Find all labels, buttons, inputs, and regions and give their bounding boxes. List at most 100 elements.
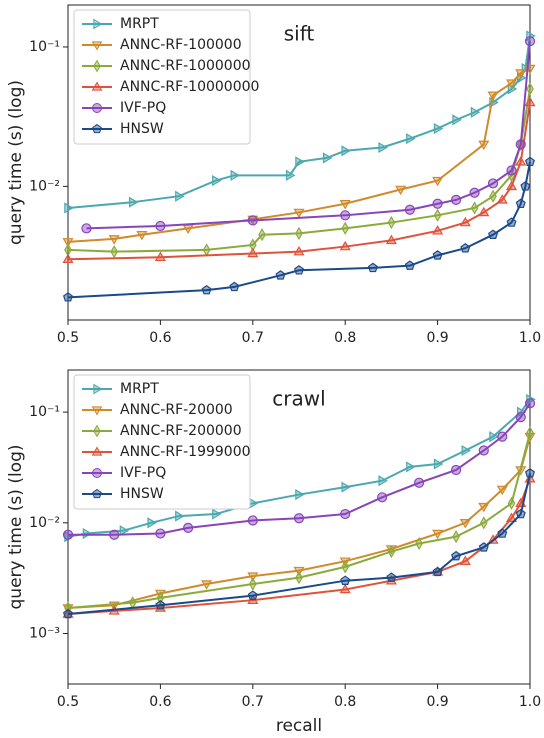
x-tick-label: 1.0 bbox=[519, 694, 541, 710]
data-point bbox=[286, 169, 296, 181]
series bbox=[62, 64, 536, 248]
data-point bbox=[295, 489, 305, 501]
data-point bbox=[154, 251, 166, 262]
data-point bbox=[294, 265, 304, 275]
data-point bbox=[505, 512, 518, 522]
x-tick-label: 0.6 bbox=[149, 330, 171, 346]
x-tick-label: 0.6 bbox=[149, 694, 171, 710]
data-point bbox=[183, 522, 194, 533]
y-tick-label: 10⁻¹ bbox=[29, 404, 60, 420]
legend-box bbox=[73, 9, 251, 145]
data-point bbox=[432, 176, 444, 187]
x-tick-label: 0.5 bbox=[57, 694, 79, 710]
data-point bbox=[526, 82, 534, 96]
legend-label: ANNC-RF-200000 bbox=[120, 423, 242, 439]
data-point bbox=[479, 516, 488, 530]
data-point bbox=[478, 445, 489, 456]
data-point bbox=[526, 30, 536, 42]
series-line bbox=[67, 35, 531, 209]
data-point bbox=[322, 152, 333, 164]
data-point bbox=[489, 189, 497, 203]
data-point bbox=[488, 229, 499, 239]
data-point bbox=[459, 519, 471, 529]
legend-marker bbox=[91, 81, 103, 91]
data-point bbox=[108, 235, 120, 245]
data-point bbox=[451, 550, 462, 561]
data-point bbox=[478, 502, 490, 513]
data-point bbox=[295, 156, 305, 168]
legend-box bbox=[73, 374, 251, 510]
data-point bbox=[487, 91, 499, 101]
data-point bbox=[478, 542, 489, 552]
data-point bbox=[496, 485, 508, 496]
legend-marker bbox=[93, 18, 103, 30]
data-point bbox=[212, 508, 222, 520]
series bbox=[64, 426, 534, 615]
series bbox=[62, 432, 536, 614]
legend-marker bbox=[92, 488, 102, 499]
data-point bbox=[497, 528, 508, 538]
series bbox=[63, 156, 535, 302]
legend-label: MRPT bbox=[120, 16, 159, 32]
data-point bbox=[341, 221, 350, 235]
data-point bbox=[64, 202, 74, 214]
data-point bbox=[247, 515, 258, 526]
data-point bbox=[341, 481, 351, 493]
data-point bbox=[341, 560, 350, 574]
data-point bbox=[147, 517, 157, 529]
data-point bbox=[201, 284, 212, 295]
x-tick-label: 0.7 bbox=[242, 330, 264, 346]
data-point bbox=[406, 461, 416, 473]
data-point bbox=[524, 36, 536, 47]
series-line bbox=[67, 88, 531, 253]
data-point bbox=[406, 133, 416, 145]
data-point bbox=[515, 198, 526, 209]
data-point bbox=[478, 206, 490, 217]
data-point bbox=[452, 114, 462, 126]
data-point bbox=[470, 106, 481, 118]
data-point bbox=[414, 477, 425, 488]
legend-marker bbox=[92, 123, 102, 134]
data-point bbox=[520, 181, 531, 191]
data-point bbox=[119, 525, 130, 537]
data-point bbox=[247, 572, 259, 582]
data-point bbox=[433, 122, 444, 135]
legend-marker bbox=[91, 468, 103, 478]
data-point bbox=[155, 528, 166, 539]
series bbox=[63, 468, 535, 619]
y-axis-label: query time (s) (log) bbox=[6, 80, 26, 245]
series-line bbox=[67, 398, 531, 538]
data-point bbox=[62, 253, 74, 264]
data-point bbox=[525, 468, 535, 478]
series bbox=[81, 36, 536, 234]
data-point bbox=[378, 475, 388, 487]
y-tick-label: 10⁻³ bbox=[29, 626, 60, 642]
x-tick-label: 0.9 bbox=[426, 330, 448, 346]
legend: MRPT ANNC-RF-100000 ANNC-RF-1000000 ANNC-RF… bbox=[73, 9, 259, 145]
data-point bbox=[63, 292, 73, 302]
legend-marker bbox=[93, 424, 101, 438]
series bbox=[64, 30, 536, 214]
data-point bbox=[128, 196, 139, 208]
data-point bbox=[367, 262, 378, 273]
data-point bbox=[341, 145, 351, 157]
legend-marker bbox=[91, 103, 103, 113]
legend-marker bbox=[93, 59, 101, 73]
data-point bbox=[478, 140, 490, 151]
subplot: 0.5 0.6 0.7 0.8 0.9 1.0 10⁻³ 10⁻² 10⁻¹ query time… bbox=[6, 369, 541, 736]
data-point bbox=[293, 513, 305, 524]
x-tick-label: 0.8 bbox=[334, 330, 356, 346]
data-point bbox=[385, 234, 397, 245]
data-point bbox=[136, 230, 148, 241]
data-point bbox=[459, 555, 471, 565]
data-point bbox=[432, 198, 443, 209]
data-point bbox=[506, 217, 517, 227]
data-point bbox=[339, 240, 351, 251]
series-line bbox=[67, 432, 531, 610]
data-point bbox=[515, 412, 526, 423]
legend-label: HNSW bbox=[120, 486, 164, 502]
legend-label: MRPT bbox=[120, 381, 159, 397]
data-point bbox=[525, 156, 535, 167]
